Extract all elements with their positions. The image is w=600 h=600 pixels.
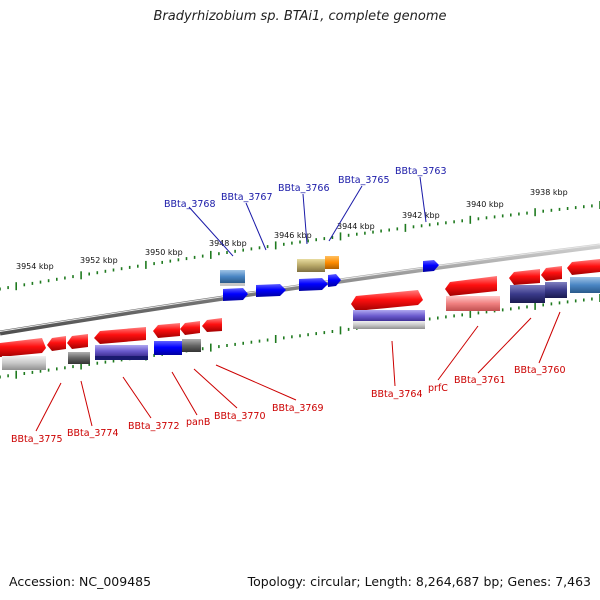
scale-label-3940: 3940 kbp <box>466 200 504 209</box>
bottom-label-leaders <box>35 311 561 432</box>
leader-BBta_3760 <box>538 311 561 364</box>
forward-strand-genes <box>220 256 439 301</box>
leader-BBta_3764 <box>391 340 396 387</box>
top-gene-labels: BBta_3768 BBta_3767 BBta_3766 BBta_3765 … <box>164 166 447 210</box>
scale-label-3950: 3950 kbp <box>145 248 183 257</box>
gene-label-BBta_3765[interactable]: BBta_3765 <box>338 175 390 186</box>
gene-light-3775[interactable] <box>2 356 46 370</box>
gene-block-3768-light <box>220 283 245 286</box>
leader-BBta_3766 <box>302 193 308 245</box>
gene-label-BBta_3760[interactable]: BBta_3760 <box>514 365 566 376</box>
gene-label-BBta_3772[interactable]: BBta_3772 <box>128 421 180 432</box>
gene-gray-3774[interactable] <box>68 352 90 364</box>
gene-red-3761b[interactable] <box>541 266 562 281</box>
leader-BBta_3770 <box>193 368 238 409</box>
gene-blue-3768[interactable] <box>223 288 248 301</box>
gene-purple-3772[interactable] <box>95 345 148 357</box>
scale-label-3952: 3952 kbp <box>80 256 118 265</box>
gene-gray-3770[interactable] <box>182 339 201 352</box>
reverse-strand-genes <box>0 259 600 370</box>
leader-panB <box>171 371 198 416</box>
gene-red-3770[interactable] <box>202 318 222 332</box>
map-title: Bradyrhizobium sp. BTAi1, complete genom… <box>153 9 447 24</box>
scale-ticks-lower <box>0 294 600 379</box>
gene-red-3760[interactable] <box>567 259 600 275</box>
gene-label-BBta_3768[interactable]: BBta_3768 <box>164 199 216 210</box>
leader-BBta_3765 <box>328 185 363 242</box>
scale-label-3944: 3944 kbp <box>337 222 375 231</box>
gene-purple-3764[interactable] <box>353 310 425 322</box>
gene-steel-3759[interactable] <box>570 277 600 293</box>
gene-orange-3765[interactable] <box>325 256 339 269</box>
leader-BBta_3761 <box>477 317 532 374</box>
gene-blue-panB[interactable] <box>154 341 182 355</box>
gene-red-3775[interactable] <box>47 336 66 351</box>
gene-steel-3768[interactable] <box>220 270 245 283</box>
gene-label-BBta_3770[interactable]: BBta_3770 <box>214 411 266 422</box>
gene-red-prfC[interactable] <box>445 276 497 296</box>
gene-khaki-3766[interactable] <box>297 259 325 272</box>
leader-prfC <box>437 325 479 381</box>
scale-labels: 3954 kbp 3952 kbp 3950 kbp 3948 kbp 3946… <box>16 188 568 271</box>
scale-label-3942: 3942 kbp <box>402 211 440 220</box>
gene-label-BBta_3775[interactable]: BBta_3775 <box>11 434 63 445</box>
leader-BBta_3772 <box>122 376 152 419</box>
gene-light-3764[interactable] <box>353 321 425 329</box>
gene-red-3776[interactable] <box>0 338 46 357</box>
scale-label-3954: 3954 kbp <box>16 262 54 271</box>
leader-BBta_3768 <box>188 206 234 257</box>
leader-BBta_3767 <box>245 202 267 251</box>
scale-label-3938: 3938 kbp <box>530 188 568 197</box>
scale-label-3946: 3946 kbp <box>274 231 312 240</box>
gene-label-BBta_3763[interactable]: BBta_3763 <box>395 166 447 177</box>
gene-red-3774a[interactable] <box>67 334 88 349</box>
top-label-leaders <box>188 176 427 257</box>
scale-ticks-upper <box>0 201 600 291</box>
gene-label-BBta_3769[interactable]: BBta_3769 <box>272 403 324 414</box>
gene-label-BBta_3764[interactable]: BBta_3764 <box>371 389 423 400</box>
scale-label-3948: 3948 kbp <box>209 239 247 248</box>
leader-BBta_3763 <box>419 176 427 223</box>
gene-red-3761a[interactable] <box>509 269 540 285</box>
leader-BBta_3775 <box>35 382 62 432</box>
leader-BBta_3769 <box>215 364 297 401</box>
gene-red-3771b[interactable] <box>180 321 200 335</box>
gene-label-panB[interactable]: panB <box>186 417 210 428</box>
gene-blue-3765[interactable] <box>328 274 341 287</box>
gene-blue-3767[interactable] <box>256 284 286 297</box>
bottom-gene-labels: BBta_3775 BBta_3774 BBta_3772 panB BBta_… <box>11 365 566 445</box>
gene-label-prfC[interactable]: prfC <box>428 383 448 394</box>
gene-label-BBta_3774[interactable]: BBta_3774 <box>67 428 119 439</box>
gene-blue-3766[interactable] <box>299 278 328 291</box>
gene-navy-3761[interactable] <box>510 285 545 303</box>
accession-text: Accession: NC_009485 <box>9 574 152 589</box>
gene-label-BBta_3761[interactable]: BBta_3761 <box>454 375 506 386</box>
gene-red-3773[interactable] <box>94 327 146 344</box>
gene-red-3764[interactable] <box>351 290 423 311</box>
gene-pink-prfC[interactable] <box>446 296 500 311</box>
gene-red-3771a[interactable] <box>153 323 180 338</box>
gene-navy-3760[interactable] <box>545 282 567 298</box>
gene-label-BBta_3766[interactable]: BBta_3766 <box>278 183 330 194</box>
gene-blue-3763[interactable] <box>423 260 439 272</box>
gene-label-BBta_3767[interactable]: BBta_3767 <box>221 192 273 203</box>
topology-text: Topology: circular; Length: 8,264,687 bp… <box>247 574 591 589</box>
gene-navy-3772[interactable] <box>95 356 148 360</box>
leader-BBta_3774 <box>80 380 93 427</box>
